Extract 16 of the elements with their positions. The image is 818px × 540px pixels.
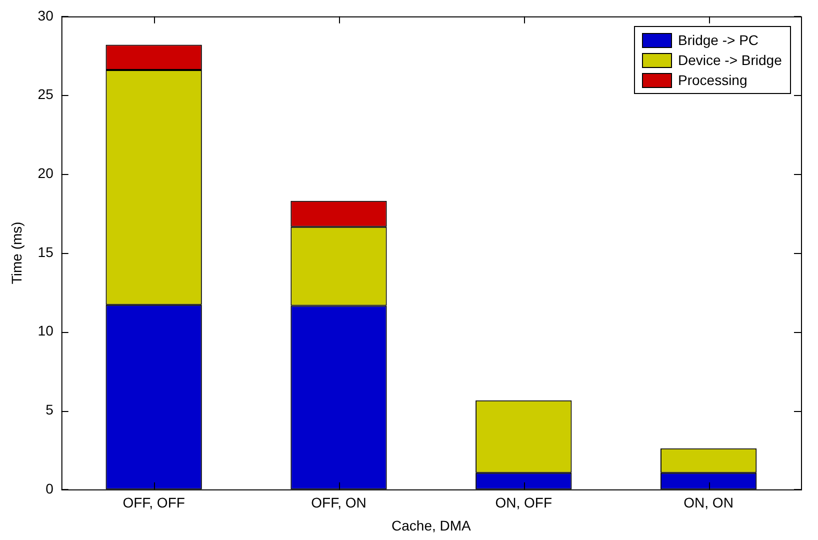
y-tick-label: 10 (38, 322, 54, 339)
x-tick-label: OFF, ON (311, 494, 366, 511)
y-tick-label: 15 (38, 244, 54, 260)
y-tick-label: 0 (46, 480, 54, 496)
y-tick-label: 30 (38, 7, 54, 24)
legend-label: Processing (678, 72, 748, 88)
legend-label: Bridge -> PC (678, 32, 759, 48)
legend-label: Device -> Bridge (678, 52, 782, 68)
x-tick-label: ON, ON (684, 494, 734, 511)
x-axis-title: Cache, DMA (392, 517, 472, 534)
x-tick-label: ON, OFF (495, 494, 552, 511)
y-tick-label: 25 (38, 86, 54, 102)
x-tick-label: OFF, OFF (122, 494, 185, 511)
y-tick-label: 5 (46, 401, 54, 418)
y-tick-label: 20 (38, 164, 54, 181)
y-axis-title: Time (ms) (8, 222, 24, 284)
